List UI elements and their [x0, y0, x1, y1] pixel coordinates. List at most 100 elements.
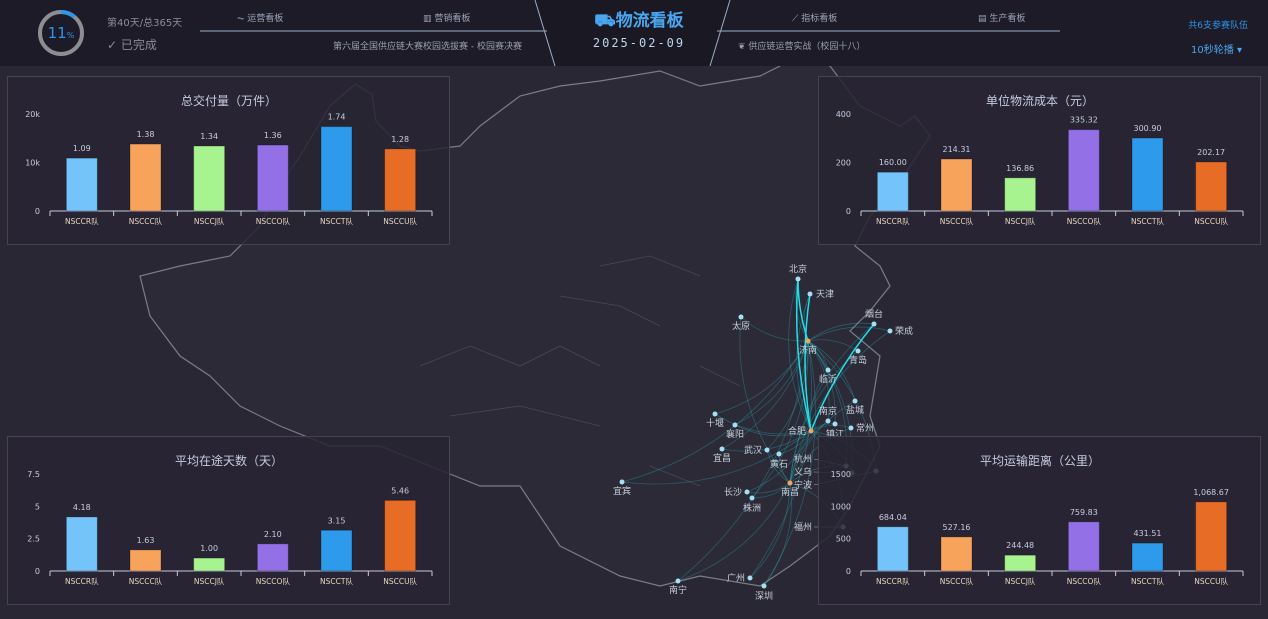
x-tick-label: NSCCR队: [65, 577, 99, 586]
x-tick-label: NSCCT队: [1131, 577, 1164, 586]
y-tick-label: 0: [846, 567, 851, 576]
city-label: 合肥: [788, 425, 806, 437]
route-line: [746, 482, 791, 494]
y-tick-label: 0: [846, 207, 851, 216]
data-label: 1.00: [200, 544, 218, 553]
x-tick-label: NSCCJ队: [1005, 217, 1036, 226]
route-line: [721, 340, 809, 450]
city-label: 武汉: [744, 444, 762, 456]
data-label: 244.48: [1006, 541, 1034, 550]
current-date: 2025-02-09: [592, 36, 686, 50]
nav-metrics-board[interactable]: ⟋ 指标看板: [792, 14, 838, 24]
active-route-line: [797, 278, 809, 342]
city-marker: [832, 421, 838, 427]
caret-down-icon: ▾: [1236, 45, 1242, 56]
route-line: [621, 340, 809, 483]
chart-total-delivery: 总交付量（万件） 0 10k 20k 1.09 NSCCR队 1.38 NSCCC队 1.34 N…: [7, 76, 450, 245]
route-line: [766, 340, 809, 451]
header-decoration: [200, 0, 1060, 66]
bar: [384, 499, 417, 572]
route-line: [778, 430, 812, 455]
bar: [1131, 542, 1164, 572]
x-tick-label: NSCCO队: [1067, 577, 1102, 586]
route-line: [739, 316, 791, 484]
city-label: 南宁: [669, 584, 687, 596]
x-tick-label: NSCCC队: [940, 217, 974, 226]
city-label: 黄石: [770, 458, 788, 470]
active-route-line: [795, 278, 812, 432]
active-route-line: [804, 293, 812, 432]
y-tick-label: 7.5: [27, 470, 40, 479]
route-line: [740, 316, 809, 342]
carousel-interval-dropdown[interactable]: 10秒轮播 ▾: [1191, 45, 1242, 56]
city-marker: [619, 479, 625, 485]
route-line: [810, 424, 852, 432]
bar: [256, 144, 289, 212]
bar: [1067, 129, 1100, 212]
city-label: 北京: [789, 263, 807, 275]
bar: [129, 143, 162, 212]
bar: [1195, 501, 1228, 572]
data-label: 5.46: [391, 486, 409, 495]
bar: [384, 148, 417, 212]
truck-icon: ⛟: [594, 11, 616, 31]
city-label: 株洲: [743, 502, 761, 514]
route-line: [807, 322, 875, 342]
x-tick-label: NSCCU队: [1194, 217, 1228, 226]
city-label: 广州: [727, 572, 745, 584]
y-tick-label: 5: [35, 502, 40, 511]
route-line: [677, 340, 809, 582]
data-label: 1.28: [391, 135, 409, 144]
data-label: 684.04: [879, 513, 907, 522]
competition-subtitle: 第六届全国供应链大赛校园选拔赛 - 校园赛决赛: [333, 42, 522, 52]
x-tick-label: NSCCU队: [383, 577, 417, 586]
route-line: [807, 340, 830, 422]
route-line: [789, 427, 852, 484]
route-line: [621, 430, 812, 485]
chart-title: 总交付量（万件）: [181, 93, 277, 108]
data-label: 4.18: [73, 503, 91, 512]
route-line: [766, 449, 791, 484]
city-label: 盐城: [846, 404, 864, 416]
status-completed: ✓ 已完成: [107, 38, 157, 52]
city-label: 长沙: [724, 486, 742, 498]
x-tick-label: NSCCO队: [256, 217, 291, 226]
city-marker: [675, 578, 681, 584]
city-marker: [825, 418, 831, 424]
bar: [940, 158, 973, 212]
route-line: [677, 482, 791, 582]
y-tick-label: 0: [35, 207, 40, 216]
city-marker: [887, 328, 893, 334]
city-marker: [871, 321, 877, 327]
city-label: 济南: [799, 344, 817, 356]
data-label: 759.83: [1070, 508, 1098, 517]
nav-operations-board[interactable]: ⏦ 运营看板: [237, 14, 284, 24]
hub-marker: [805, 338, 811, 344]
route-line: [749, 482, 791, 579]
nav-marketing-board[interactable]: ▥ 营销看板: [423, 14, 471, 24]
route-line: [796, 293, 812, 432]
city-label: 天津: [816, 289, 834, 300]
chart-avg-transport-distance: 平均运输距离（公里） 0 500 1000 1500 684.04 NSCCR队 527.16…: [818, 436, 1261, 605]
bar: [876, 171, 909, 212]
y-tick-label: 20k: [25, 110, 40, 119]
city-marker: [776, 451, 782, 457]
page-title: ⛟物流看板: [594, 11, 684, 31]
check-circle-icon: ✓: [107, 38, 118, 52]
bar: [876, 526, 909, 572]
x-tick-label: NSCCR队: [876, 577, 910, 586]
data-label: 2.10: [264, 530, 282, 539]
y-tick-label: 1500: [831, 470, 851, 479]
y-tick-label: 400: [836, 110, 851, 119]
chart-title: 单位物流成本（元）: [986, 93, 1094, 108]
city-label: 杭州: [794, 453, 812, 465]
city-marker: [738, 314, 744, 320]
city-label: 临沂: [819, 373, 837, 385]
data-label: 1.36: [264, 131, 282, 140]
nav-production-board[interactable]: ▤ 生产看板: [978, 14, 1026, 24]
bar: [65, 157, 98, 212]
x-tick-label: NSCCU队: [383, 217, 417, 226]
x-tick-label: NSCCC队: [129, 217, 163, 226]
bar: [1195, 161, 1228, 212]
day-counter: 第40天/总365天: [107, 18, 183, 29]
